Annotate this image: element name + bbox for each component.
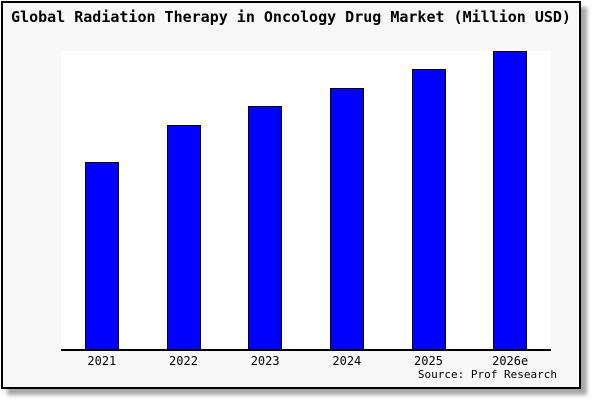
x-tick-label-2026e: 2026e bbox=[492, 354, 529, 368]
chart-frame: Global Radiation Therapy in Oncology Dru… bbox=[1, 1, 581, 389]
x-tick-label-2024: 2024 bbox=[332, 354, 362, 368]
x-tick-label-2022: 2022 bbox=[169, 354, 198, 368]
bar-2026e bbox=[493, 51, 528, 349]
bar-2021 bbox=[84, 162, 119, 349]
x-tick-label-2023: 2023 bbox=[250, 354, 280, 368]
bar-2023 bbox=[248, 106, 283, 349]
bar-2024 bbox=[329, 88, 364, 349]
x-tick-label-2025: 2025 bbox=[414, 354, 443, 368]
x-tick-label-2021: 2021 bbox=[87, 354, 117, 368]
bar-2025 bbox=[411, 69, 446, 349]
source-credit: Source: Prof Research bbox=[417, 368, 557, 381]
bar-2022 bbox=[166, 125, 201, 349]
chart-title: Global Radiation Therapy in Oncology Dru… bbox=[11, 8, 571, 26]
plot-area bbox=[61, 51, 551, 351]
